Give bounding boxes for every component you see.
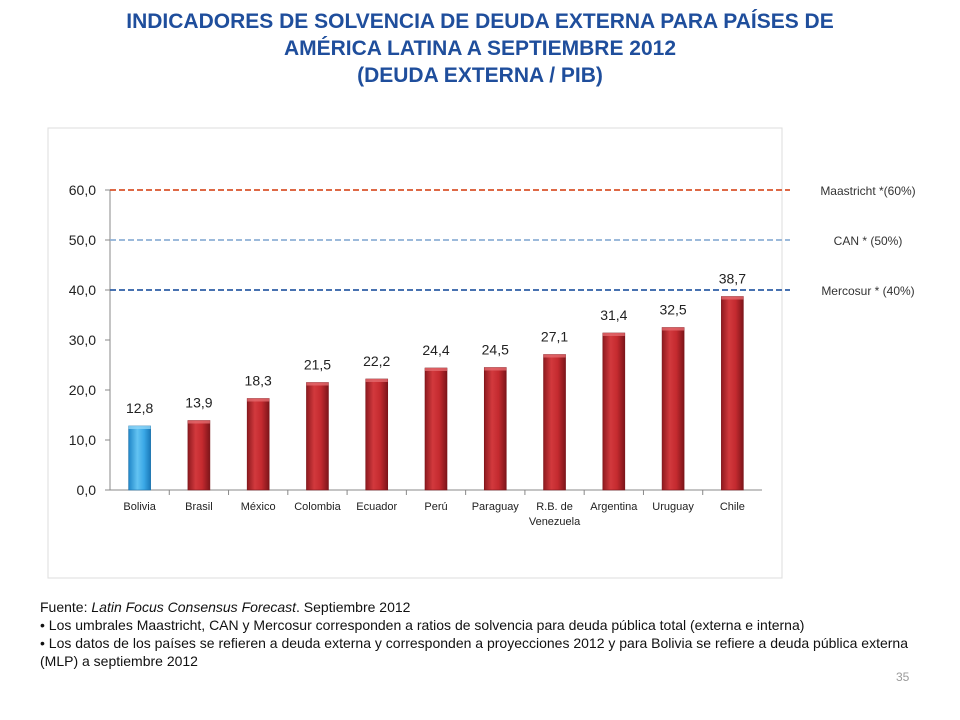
y-tick-label: 20,0 <box>69 382 96 398</box>
threshold-label-mercosur: Mercosur * (40%) <box>821 284 914 298</box>
bar-highlight <box>306 382 329 386</box>
threshold-lines: Maastricht *(60%) CAN * (50%) Mercosur * (… <box>110 184 916 298</box>
bar-chile <box>721 296 744 491</box>
value-label: 31,4 <box>600 307 627 323</box>
bar-uruguay <box>661 327 685 491</box>
x-tick-labels: Bolivia Brasil México Colombia Ecuador Perú Pa… <box>123 490 745 528</box>
bar-colombia <box>306 382 329 491</box>
bar-highlight <box>602 333 625 336</box>
y-tick-label: 60,0 <box>69 182 96 198</box>
y-ticks: 0,0 10,0 20,0 30,0 40,0 50,0 60,0 <box>69 182 110 498</box>
value-labels: 12,8 13,9 18,3 21,5 22,2 24,4 24,5 27,1 31,4 32,5… <box>126 271 746 417</box>
note-bullet-2: • Los datos de los países se refieren a … <box>40 635 908 669</box>
bar-paraguay <box>483 367 507 491</box>
value-label: 32,5 <box>659 302 686 318</box>
bar-highlight <box>128 426 151 429</box>
page-number: 35 <box>896 670 910 684</box>
x-tick-label: Paraguay <box>472 501 520 513</box>
notes: Fuente: Latin Focus Consensus Forecast. … <box>40 598 928 670</box>
value-label: 24,4 <box>422 342 449 358</box>
x-tick-label: Ecuador <box>356 501 397 513</box>
bar-highlight <box>484 367 507 371</box>
x-tick-label: Colombia <box>294 501 341 513</box>
source-prefix: Fuente: <box>40 599 92 615</box>
x-tick-label: Brasil <box>185 501 213 513</box>
bar-brasil <box>187 420 211 491</box>
bar-m-xico <box>246 398 270 491</box>
note-bullet-1: • Los umbrales Maastricht, CAN y Mercosu… <box>40 617 805 633</box>
x-tick-label: Venezuela <box>529 516 581 528</box>
chart-frame <box>47 127 783 579</box>
threshold-label-maastricht: Maastricht *(60%) <box>820 184 915 198</box>
y-tick-label: 50,0 <box>69 232 96 248</box>
y-tick-label: 40,0 <box>69 282 96 298</box>
x-tick-label: México <box>241 501 276 513</box>
bar-chart: 0,0 10,0 20,0 30,0 40,0 50,0 60,0 Maastricht *… <box>47 127 916 579</box>
y-tick-label: 0,0 <box>77 482 97 498</box>
y-tick-label: 30,0 <box>69 332 96 348</box>
bar-highlight <box>662 327 685 331</box>
bars <box>128 296 744 491</box>
bar-r-b-de-venezuela <box>543 354 566 491</box>
bar-highlight <box>365 379 388 382</box>
bar-highlight <box>721 296 744 300</box>
source-suffix: . Septiembre 2012 <box>296 599 411 615</box>
x-tick-label: Uruguay <box>652 501 694 513</box>
value-label: 13,9 <box>185 395 212 411</box>
x-tick-label: Chile <box>720 501 745 513</box>
bar-ecuador <box>365 378 389 491</box>
value-label: 24,5 <box>482 342 509 358</box>
title-line-3: (DEUDA EXTERNA / PIB) <box>357 64 603 87</box>
x-tick-label: Perú <box>424 501 447 513</box>
source-note: Fuente: Latin Focus Consensus Forecast. … <box>40 598 928 616</box>
bar-highlight <box>187 420 210 424</box>
title-line-2: AMÉRICA LATINA A SEPTIEMBRE 2012 <box>283 37 677 60</box>
bar-argentina <box>602 332 626 491</box>
x-tick-label: Argentina <box>590 501 638 513</box>
bar-per- <box>424 367 448 491</box>
page-title: INDICADORES DE SOLVENCIA DE DEUDA EXTERN… <box>30 8 930 89</box>
bar-highlight <box>247 398 270 402</box>
source-italic: Latin Focus Consensus Forecast <box>91 599 297 615</box>
title-line-1: INDICADORES DE SOLVENCIA DE DEUDA EXTERN… <box>126 10 834 33</box>
value-label: 27,1 <box>541 329 568 345</box>
bar-bolivia <box>128 425 151 491</box>
bar-highlight <box>425 368 447 371</box>
bar-highlight <box>543 354 566 358</box>
value-label: 38,7 <box>719 271 746 287</box>
x-tick-label: Bolivia <box>123 501 156 513</box>
x-tick-label: R.B. de <box>536 501 573 513</box>
y-tick-label: 10,0 <box>69 432 96 448</box>
value-label: 12,8 <box>126 400 153 416</box>
value-label: 18,3 <box>245 373 272 389</box>
value-label: 21,5 <box>304 357 331 373</box>
threshold-label-can: CAN * (50%) <box>834 234 903 248</box>
value-label: 22,2 <box>363 353 390 369</box>
